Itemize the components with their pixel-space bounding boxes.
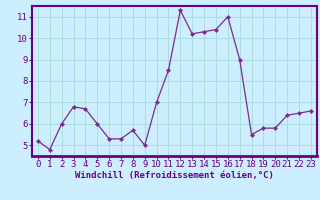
X-axis label: Windchill (Refroidissement éolien,°C): Windchill (Refroidissement éolien,°C) (75, 171, 274, 180)
